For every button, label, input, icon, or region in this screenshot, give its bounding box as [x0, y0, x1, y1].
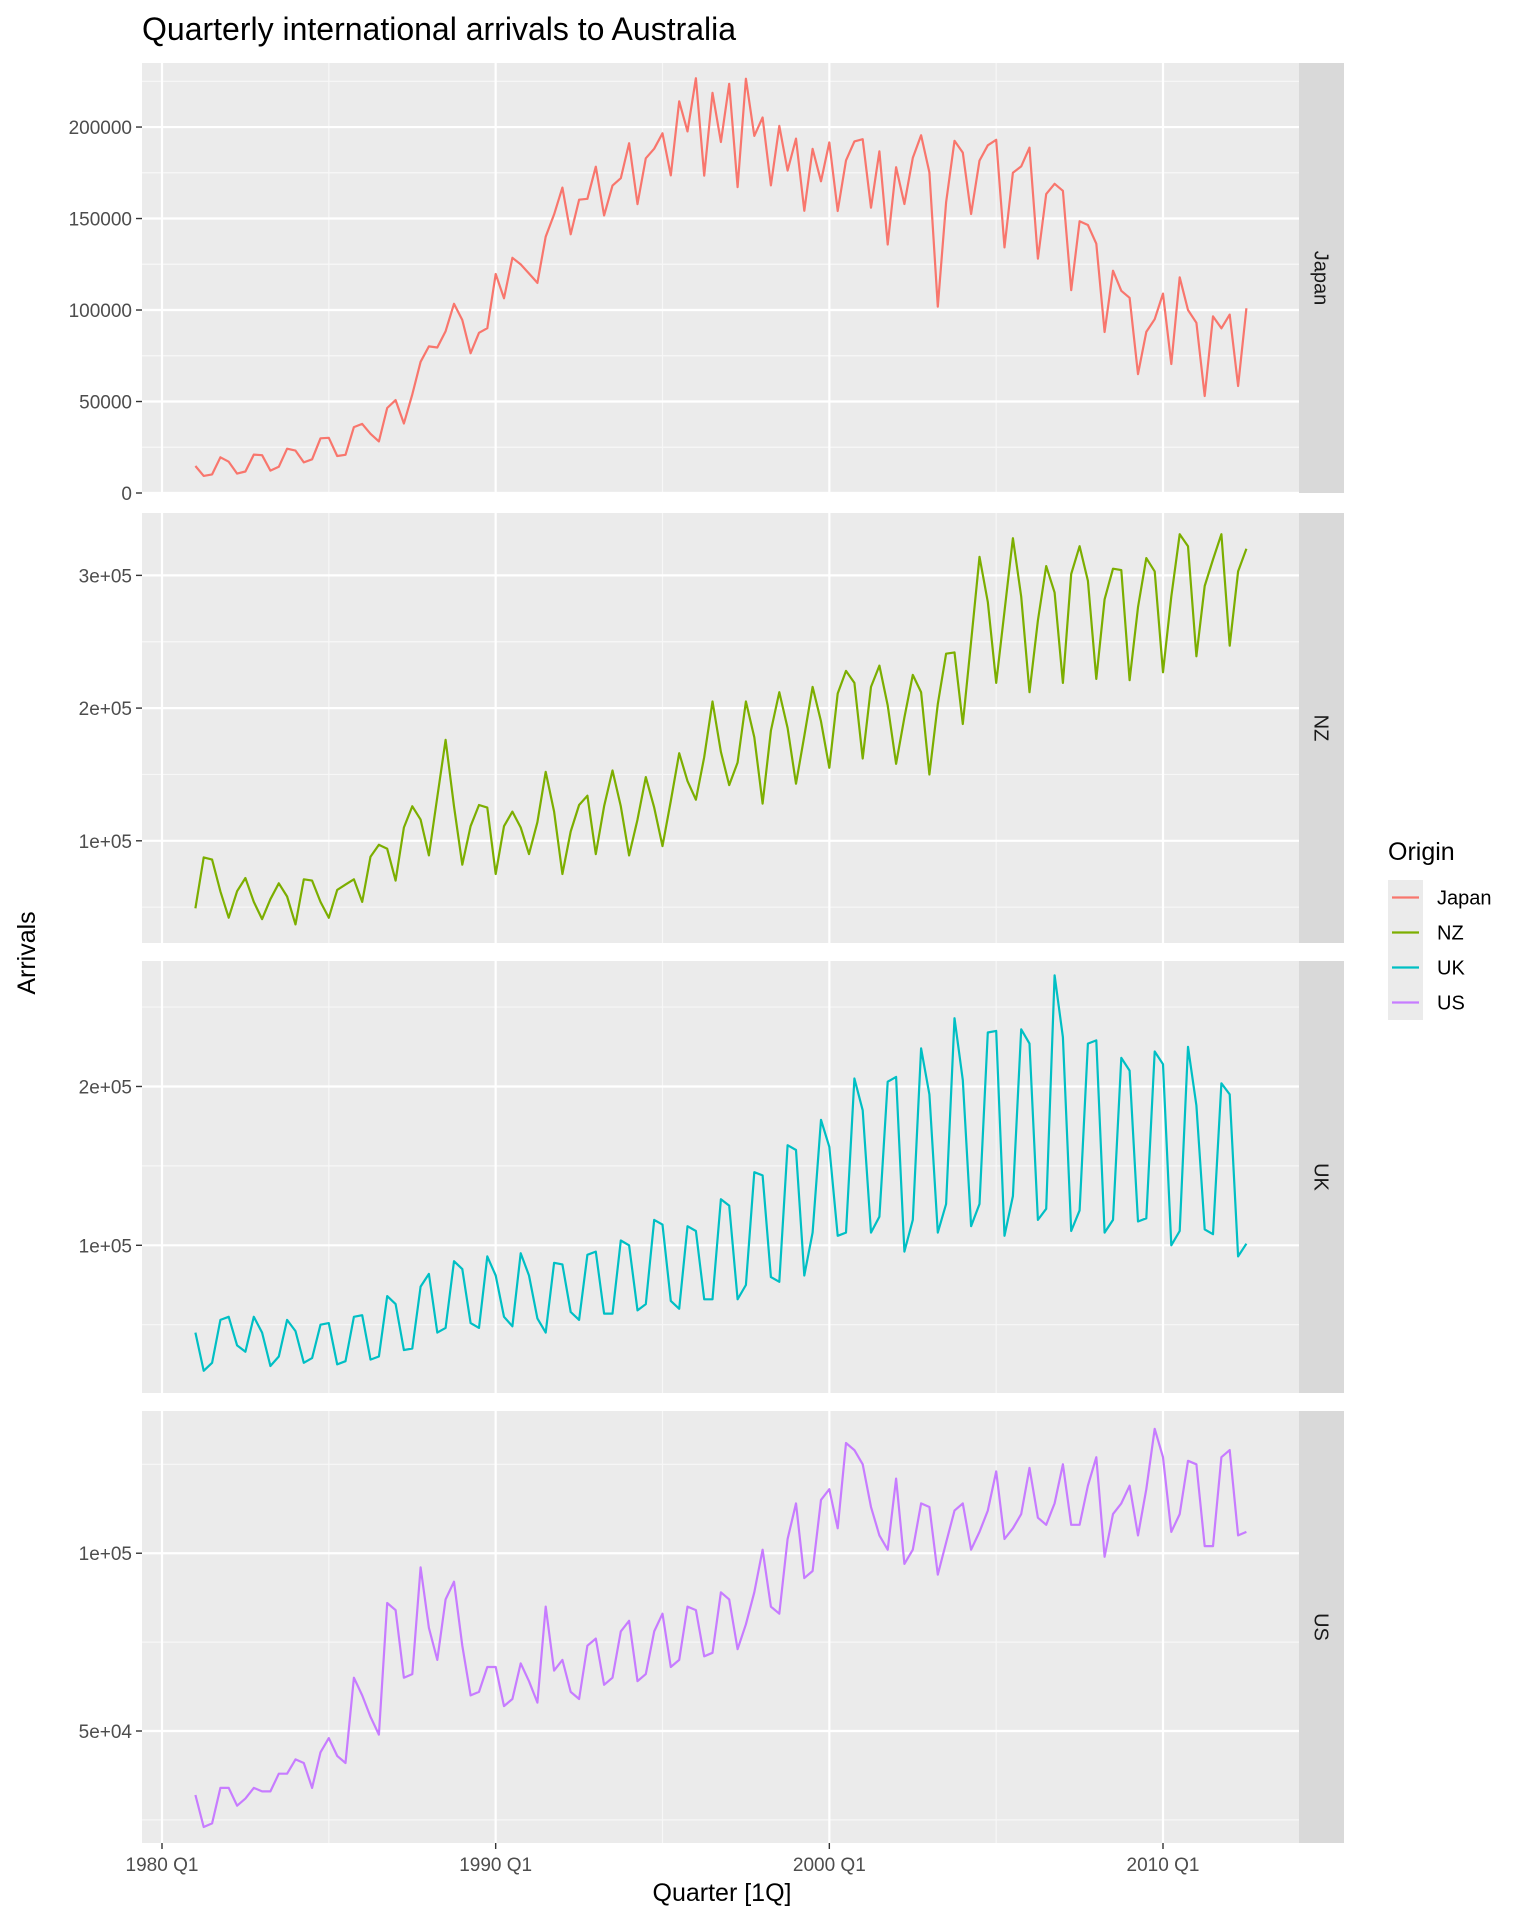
y-tick-label: 2e+05: [79, 1077, 132, 1098]
x-tick-label: 1980 Q1: [126, 1855, 199, 1876]
y-tick-label: 2e+05: [79, 699, 132, 720]
y-tick-label: 100000: [69, 301, 132, 322]
y-tick-label: 200000: [69, 118, 132, 139]
facet-strip-label: Japan: [1310, 251, 1332, 306]
chart-title: Quarterly international arrivals to Aust…: [142, 11, 736, 47]
panel-background: [142, 1411, 1299, 1843]
y-tick-label: 0: [121, 484, 132, 505]
facet-panels: 0 50000 100000 150000 200000 Japan 1e+05 2e+05 3…: [69, 63, 1344, 1876]
facet-strip-label: NZ: [1310, 715, 1332, 742]
y-tick-label: 1e+05: [79, 1236, 132, 1257]
legend-label-japan: Japan: [1437, 888, 1492, 910]
panel-us: 5e+04 1e+05 US: [79, 1411, 1344, 1843]
y-tick-label: 5e+04: [79, 1722, 133, 1743]
y-tick-label: 50000: [79, 393, 132, 414]
x-tick-label: 2000 Q1: [793, 1855, 866, 1876]
panel-japan: 0 50000 100000 150000 200000 Japan: [69, 63, 1344, 505]
facet-strip: [1299, 63, 1344, 493]
x-axis: 1980 Q1 1990 Q1 2000 Q1 2010 Q1: [126, 1843, 1200, 1876]
y-tick-label: 1e+05: [79, 832, 132, 853]
y-tick-label: 1e+05: [79, 1544, 132, 1565]
series-line-us: [194, 1427, 1247, 1829]
legend-title: Origin: [1388, 838, 1455, 866]
panel-background: [142, 513, 1299, 943]
y-axis-title: Arrivals: [13, 911, 41, 994]
legend-label-nz: NZ: [1437, 923, 1464, 945]
series-line-uk: [194, 974, 1248, 1372]
panel-background: [142, 961, 1299, 1393]
facet-strip-label: UK: [1310, 1163, 1332, 1191]
facet-strip: [1299, 513, 1344, 943]
x-tick-label: 1990 Q1: [459, 1855, 532, 1876]
x-axis-title: Quarter [1Q]: [653, 1879, 792, 1907]
facet-strip: [1299, 961, 1344, 1393]
series-line-nz: [194, 533, 1248, 926]
y-tick-label: 3e+05: [79, 566, 132, 587]
panel-uk: 1e+05 2e+05 UK: [79, 961, 1344, 1393]
facet-strip-label: US: [1310, 1613, 1332, 1641]
y-tick-label: 150000: [69, 210, 132, 231]
x-tick-label: 2010 Q1: [1127, 1855, 1200, 1876]
legend-label-uk: UK: [1437, 958, 1465, 980]
legend-label-us: US: [1437, 993, 1465, 1015]
legend: Origin Japan NZ UK US: [1388, 838, 1492, 1020]
panel-nz: 1e+05 2e+05 3e+05 NZ: [79, 513, 1344, 943]
series-line-japan: [194, 77, 1248, 477]
facet-strip: [1299, 1411, 1344, 1843]
